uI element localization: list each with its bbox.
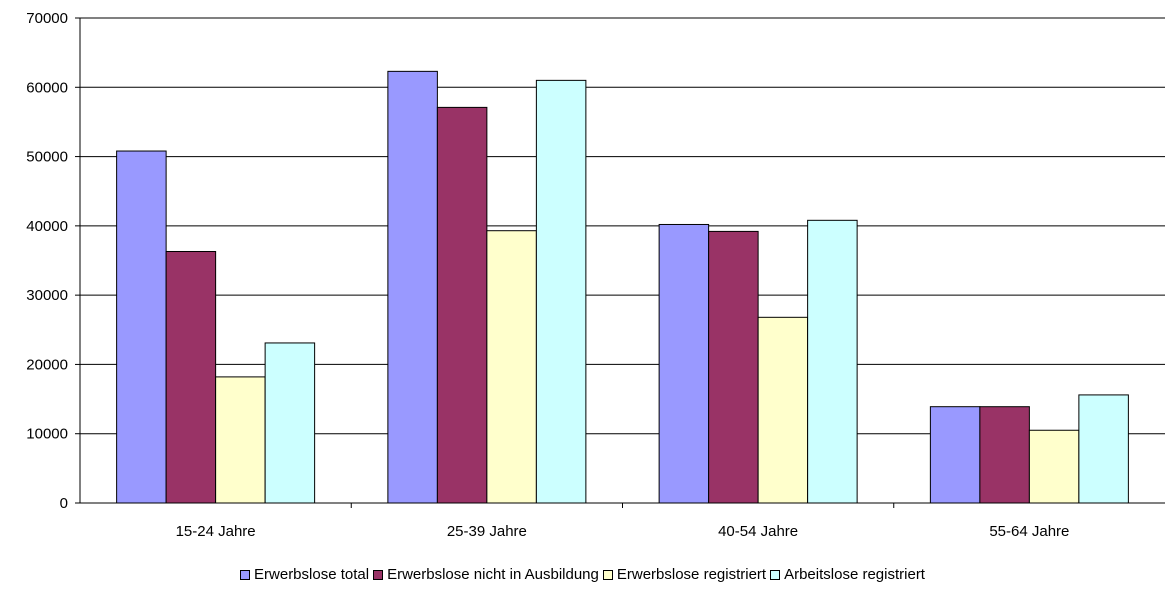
bar-erwerbslose-registriert [1028,429,1080,504]
y-tick-label: 70000 [26,10,68,27]
legend-item: Arbeitslose registriert [770,566,925,583]
y-tick-label: 10000 [26,426,68,443]
y-tick-label: 0 [60,495,68,512]
x-category-label: 55-64 Jahre [989,523,1069,540]
bar-erwerbslose-registriert [757,316,809,504]
bar-erwerbslose-total [658,223,710,504]
legend-swatch [602,569,613,580]
y-tick-label: 60000 [26,79,68,96]
legend-swatch [373,569,384,580]
y-tick-label: 30000 [26,287,68,304]
bar-arbeitslose-registriert [1078,394,1129,504]
legend-label: Erwerbslose registriert [616,566,767,583]
x-category-label: 25-39 Jahre [447,523,527,540]
legend: Erwerbslose total Erwerbslose nicht in Au… [0,566,1165,584]
bar-erwerbslose-total [929,406,981,504]
y-tick-label: 50000 [26,149,68,166]
legend-swatch [770,569,781,580]
bar-erwerbslose-registriert [215,376,266,504]
bar-erwerbslose-nicht-in-ausbildung [708,230,759,504]
x-category-label: 15-24 Jahre [176,523,256,540]
bar-erwerbslose-nicht-in-ausbildung [165,250,217,504]
legend-label: Erwerbslose nicht in Ausbildung [387,566,599,583]
x-category-label: 40-54 Jahre [718,523,798,540]
y-tick-label: 40000 [26,218,68,235]
bar-erwerbslose-nicht-in-ausbildung [979,406,1030,504]
y-tick-label: 20000 [26,356,68,373]
legend-swatch [240,569,251,580]
legend-label: Erwerbslose total [254,566,370,583]
bar-chart: 0 10000 20000 30000 40000 50000 60000 70000 15-2… [26,10,1165,540]
legend-item: Erwerbslose registriert [602,566,767,583]
bar-erwerbslose-total [387,70,438,504]
bar-arbeitslose-registriert [807,219,858,504]
legend-item: Erwerbslose nicht in Ausbildung [373,566,599,583]
legend-item: Erwerbslose total [240,566,369,583]
bar-arbeitslose-registriert [264,342,316,504]
bar-erwerbslose-total [116,150,167,504]
legend-label: Arbeitslose registriert [784,566,925,583]
bar-erwerbslose-registriert [486,230,537,504]
bar-erwerbslose-nicht-in-ausbildung [436,106,488,504]
bar-arbeitslose-registriert [535,79,587,504]
